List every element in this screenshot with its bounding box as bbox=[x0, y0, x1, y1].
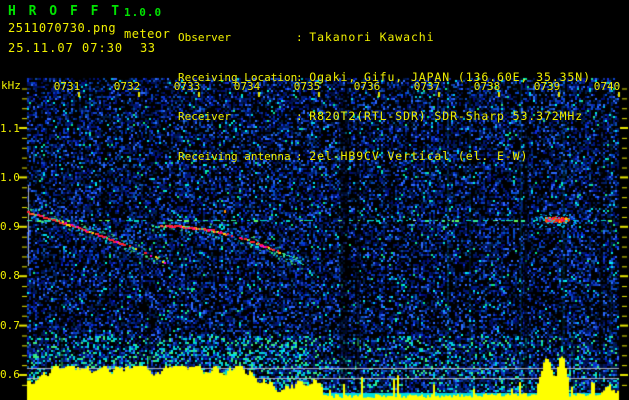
observation-timestamp: 25.11.07 07:30 bbox=[8, 41, 124, 55]
output-filename: 2511070730.png bbox=[8, 21, 117, 35]
info-label: Receiver bbox=[178, 110, 231, 123]
info-label: Receiving antenna bbox=[178, 149, 291, 163]
freq-tick-label: 0.7 bbox=[0, 319, 20, 332]
freq-tick-label: 0.6 bbox=[0, 368, 20, 381]
time-tick-label: 0739 bbox=[533, 80, 561, 93]
time-tick-label: 0737 bbox=[413, 80, 441, 93]
time-tick-label: 0735 bbox=[293, 80, 321, 93]
info-value: R820T2(RTL-SDR) SDR-Sharp 53.372MHz bbox=[309, 109, 584, 123]
info-label: Receiving Location bbox=[178, 70, 298, 84]
info-row-antenna: Receiving antenna: 2el-HB9CV Vertical (e… bbox=[178, 149, 591, 163]
info-row-observer: Observer: Takanori Kawachi bbox=[178, 30, 591, 44]
time-tick-label: 0733 bbox=[173, 80, 201, 93]
info-separator: : bbox=[296, 110, 303, 123]
freq-tick-label: 0.8 bbox=[0, 269, 20, 282]
time-tick-label: 0740 bbox=[593, 80, 621, 93]
info-row-receiver: Receiver: R820T2(RTL-SDR) SDR-Sharp 53.3… bbox=[178, 109, 591, 123]
info-separator: : bbox=[296, 31, 303, 44]
info-separator: : bbox=[296, 149, 303, 163]
info-value: Ogaki, Gifu, JAPAN (136.60E, 35.35N) bbox=[309, 69, 591, 84]
info-separator: : bbox=[296, 70, 303, 84]
info-label: Observer bbox=[178, 31, 231, 44]
freq-tick-label: 0.9 bbox=[0, 220, 20, 233]
time-tick-label: 0738 bbox=[473, 80, 501, 93]
info-value: Takanori Kawachi bbox=[309, 30, 435, 44]
time-tick-label: 0731 bbox=[53, 80, 81, 93]
station-info: Observer: Takanori Kawachi Receiving Loc… bbox=[178, 4, 591, 188]
info-value: 2el-HB9CV Vertical (el. E-W) bbox=[309, 148, 529, 163]
time-tick-label: 0734 bbox=[233, 80, 261, 93]
app-title: H R O F F T bbox=[8, 4, 122, 19]
app-version: 1.0.0 bbox=[124, 6, 163, 19]
echo-count: 33 bbox=[140, 41, 156, 55]
time-tick-label: 0736 bbox=[353, 80, 381, 93]
mode-label: meteor bbox=[124, 27, 171, 41]
freq-axis-unit: kHz bbox=[1, 79, 21, 92]
freq-tick-label: 1.1 bbox=[0, 122, 20, 135]
time-tick-label: 0732 bbox=[113, 80, 141, 93]
info-row-location: Receiving Location: Ogaki, Gifu, JAPAN (… bbox=[178, 70, 591, 84]
freq-tick-label: 1.0 bbox=[0, 171, 20, 184]
